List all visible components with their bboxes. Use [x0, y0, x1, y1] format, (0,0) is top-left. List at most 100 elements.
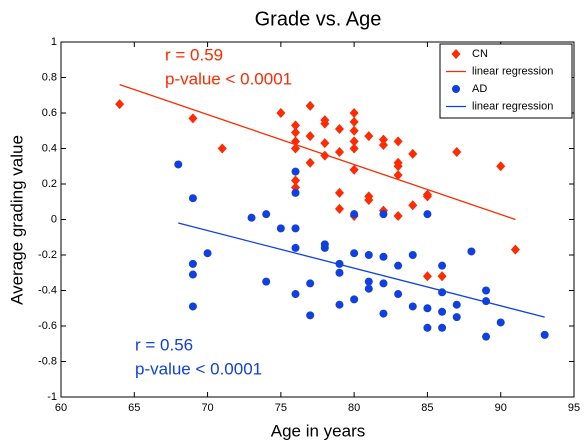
data-point — [305, 131, 315, 142]
data-point — [423, 210, 432, 219]
legend-label: linear regression — [472, 65, 553, 77]
data-point — [349, 125, 359, 136]
data-point — [335, 268, 344, 277]
data-point — [379, 252, 388, 261]
data-point — [496, 161, 506, 172]
data-point — [305, 157, 315, 168]
y-tick-label: 0.6 — [42, 107, 57, 119]
data-point — [408, 148, 418, 159]
data-point — [364, 251, 373, 259]
data-point — [408, 251, 417, 259]
data-point — [334, 187, 344, 198]
data-point — [334, 123, 344, 134]
data-point — [276, 224, 285, 233]
legend-label: AD — [472, 83, 487, 95]
data-point — [349, 164, 359, 175]
data-point — [349, 143, 359, 154]
data-point — [291, 127, 301, 138]
x-tick-label: 75 — [275, 402, 287, 414]
data-point — [291, 188, 300, 197]
data-point — [482, 332, 491, 341]
y-tick-label: -0.2 — [38, 249, 57, 261]
data-point — [115, 99, 125, 110]
data-point — [276, 108, 286, 118]
data-point — [262, 210, 271, 219]
data-point — [378, 134, 388, 145]
y-tick-label: 0.2 — [42, 178, 57, 190]
chart-title: Grade vs. Age — [255, 8, 382, 30]
data-point — [350, 210, 359, 219]
regression-line — [119, 83, 516, 221]
data-point — [305, 100, 315, 111]
data-point — [291, 175, 301, 186]
data-point — [349, 108, 359, 118]
data-point — [379, 309, 388, 318]
data-point — [393, 170, 403, 181]
data-point — [306, 279, 315, 288]
y-tick-label: 1 — [51, 36, 57, 48]
data-point — [452, 147, 462, 158]
legend-label: CN — [472, 48, 488, 60]
data-point — [423, 304, 432, 313]
data-point — [320, 138, 330, 149]
data-point — [408, 200, 418, 211]
data-point — [291, 243, 300, 252]
data-point — [188, 302, 197, 311]
data-point — [349, 136, 359, 147]
data-point — [247, 213, 256, 222]
data-point — [364, 194, 374, 205]
legend-box — [439, 43, 573, 119]
data-point — [378, 139, 388, 150]
data-point — [364, 277, 373, 286]
data-point — [364, 284, 373, 293]
data-point — [452, 300, 461, 309]
legend-marker — [452, 85, 460, 93]
x-tick-label: 85 — [421, 402, 433, 414]
data-point — [496, 318, 505, 327]
data-point — [510, 244, 520, 255]
data-point — [349, 116, 359, 127]
data-point — [320, 243, 329, 252]
data-point — [423, 323, 432, 332]
data-point — [393, 210, 403, 221]
x-axis-label: Age in years — [271, 421, 366, 440]
x-tick-label: 90 — [495, 402, 507, 414]
data-point — [188, 194, 197, 203]
legend-marker — [451, 49, 461, 59]
data-point — [482, 286, 491, 295]
data-point — [320, 118, 330, 129]
data-point — [393, 161, 403, 172]
y-tick-label: 0 — [51, 213, 57, 225]
data-point — [422, 271, 432, 282]
data-point — [394, 290, 403, 299]
data-point — [393, 136, 403, 147]
x-tick-label: 65 — [128, 402, 140, 414]
x-tick-label: 70 — [201, 402, 213, 414]
data-point — [379, 210, 388, 219]
x-tick-label: 95 — [568, 402, 580, 414]
data-point — [394, 261, 403, 270]
data-point — [422, 191, 432, 202]
y-tick-label: -0.6 — [38, 320, 57, 332]
data-point — [438, 307, 447, 316]
data-point — [217, 143, 227, 154]
data-point — [438, 261, 447, 270]
y-tick-label: 0.4 — [42, 142, 57, 154]
data-point — [174, 160, 183, 169]
data-point — [188, 270, 197, 279]
data-point — [408, 302, 417, 311]
data-point — [262, 277, 271, 286]
data-point — [306, 311, 315, 320]
data-point — [334, 147, 344, 158]
data-point — [437, 271, 447, 282]
data-point — [467, 247, 476, 256]
data-point — [335, 300, 344, 309]
y-tick-label: 0.8 — [42, 71, 57, 83]
data-point — [188, 113, 198, 124]
data-point — [203, 249, 212, 258]
data-point — [291, 290, 300, 299]
regression-line — [178, 222, 545, 318]
annotation: p-value < 0.0001 — [165, 69, 292, 88]
annotation: r = 0.59 — [165, 45, 223, 64]
